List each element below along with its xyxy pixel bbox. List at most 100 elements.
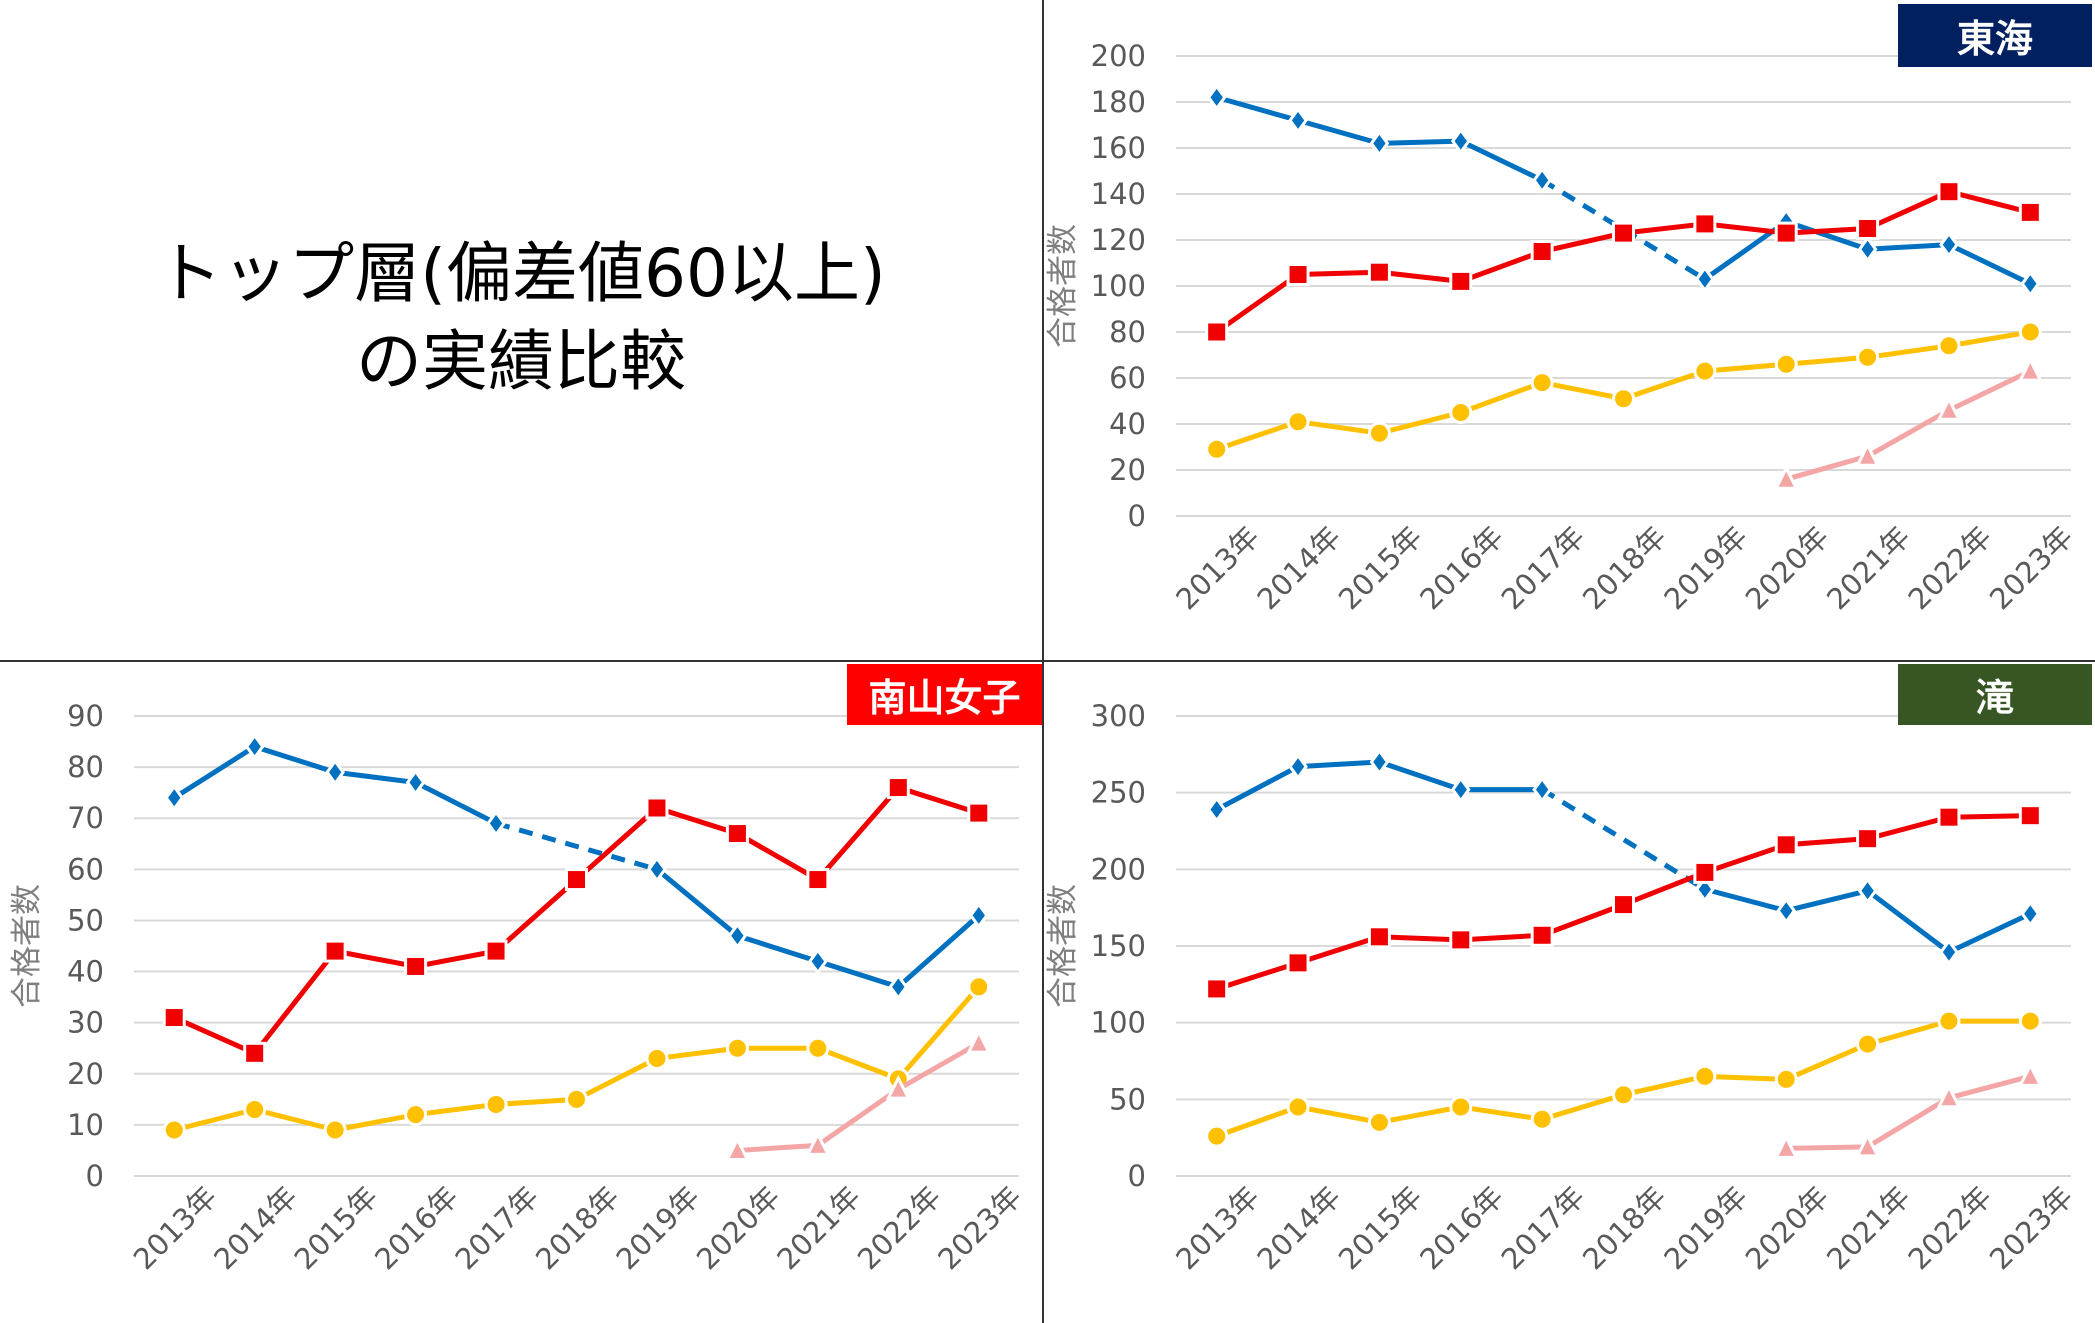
- series-diamond: [164, 733, 989, 1001]
- badge-taki: 滝: [1898, 664, 2092, 725]
- data-point-square: [484, 939, 508, 963]
- series-line-segment: [252, 1107, 338, 1133]
- data-point-square: [404, 954, 428, 978]
- y-tick-label: 50: [1109, 1082, 1146, 1116]
- x-tick-label: 2015年: [288, 1180, 385, 1277]
- series-line-segment: [1376, 410, 1464, 436]
- y-tick-label: 0: [86, 1159, 104, 1193]
- series-line-segment: [1783, 1041, 1871, 1082]
- data-point-diamond: [1532, 166, 1552, 194]
- data-point-circle: [1612, 1083, 1635, 1107]
- series-line-segment: [332, 1112, 419, 1133]
- data-point-circle: [1937, 1009, 1961, 1033]
- chart-taki: 050100150200250300合格者数2013年2014年2015年201…: [1045, 699, 2080, 1276]
- data-point-circle: [1205, 1124, 1229, 1148]
- data-point-square: [1205, 320, 1229, 344]
- data-point-square: [1612, 893, 1635, 917]
- series-line-segment: [413, 1101, 499, 1118]
- data-point-square: [886, 776, 910, 800]
- series-line-segment: [1458, 1104, 1545, 1122]
- y-tick-label: 100: [1091, 1006, 1146, 1040]
- data-point-triangle: [1855, 441, 1881, 467]
- data-point-square: [1367, 260, 1391, 284]
- series-line-segment: [1539, 380, 1626, 402]
- x-tick-label: 2016年: [1413, 520, 1510, 617]
- series-line-segment: [1295, 117, 1382, 146]
- x-tick-label: 2020年: [1739, 1180, 1836, 1277]
- series-line-segment: [1621, 368, 1708, 402]
- data-point-square: [2018, 804, 2042, 828]
- data-point-diamond: [2020, 270, 2041, 298]
- series-line-segment: [815, 785, 901, 883]
- series-line-segment: [574, 805, 660, 883]
- y-tick-label: 150: [1091, 929, 1146, 963]
- title-line-2: の実績比較: [356, 323, 686, 400]
- data-point-diamond: [1532, 776, 1552, 804]
- data-point-diamond: [1695, 265, 1715, 293]
- series-line-segment: [1783, 354, 1871, 367]
- y-tick-label: 180: [1091, 85, 1146, 119]
- series-line-segment: [332, 769, 419, 785]
- series-line-segment: [171, 744, 258, 801]
- series-line-segment: [1295, 934, 1382, 966]
- data-point-diamond: [1857, 235, 1878, 263]
- data-point-circle: [1286, 410, 1310, 434]
- series-line-segment: [1621, 221, 1708, 236]
- series-square: [1205, 180, 2042, 344]
- data-point-circle: [323, 1118, 347, 1142]
- series-triangle: [724, 1028, 992, 1161]
- data-point-circle: [1367, 1110, 1391, 1134]
- series-circle: [1205, 1009, 2042, 1148]
- x-tick-label: 2014年: [1251, 520, 1348, 617]
- x-tick-label: 2022年: [1902, 1180, 1999, 1277]
- data-point-square: [1286, 263, 1310, 286]
- slide-title: トップ層(偏差値60以上) の実績比較: [0, 230, 1042, 406]
- x-tick-label: 2013年: [127, 1180, 224, 1277]
- series-line-segment: [1295, 1104, 1382, 1125]
- y-tick-label: 60: [1109, 361, 1146, 395]
- series-line-segment: [1783, 453, 1871, 482]
- data-point-square: [1449, 928, 1473, 952]
- x-tick-label: 2021年: [1820, 520, 1917, 617]
- series-line-segment: [1865, 888, 1952, 955]
- series-line-segment: [413, 948, 499, 969]
- x-tick-label: 2019年: [1657, 1180, 1754, 1277]
- chart-tokai: 0 20 40 60 80 100 120 140 160 180 200 合格者数 2013年2014…: [1045, 39, 2080, 616]
- series-line-segment: [493, 1096, 579, 1107]
- data-point-square: [1286, 951, 1310, 975]
- data-point-square: [1693, 860, 1717, 884]
- data-point-diamond: [1450, 776, 1471, 804]
- data-point-circle: [243, 1098, 267, 1122]
- series-line-segment: [495, 820, 658, 872]
- data-point-diamond: [808, 947, 828, 975]
- series-line-segment: [1865, 1095, 1952, 1150]
- series-line-segment: [1702, 1073, 1789, 1082]
- series-line-segment: [1865, 189, 1952, 231]
- series-line-segment: [1702, 842, 1789, 875]
- data-point-square: [1205, 977, 1229, 1001]
- x-tick-label: 2014年: [1251, 1180, 1348, 1277]
- series-line-segment: [1214, 94, 1301, 123]
- series-line-segment: [1865, 1018, 1952, 1047]
- data-point-circle: [1693, 359, 1717, 383]
- series-line-segment: [1946, 1073, 2033, 1101]
- y-axis-title: 合格者数: [1045, 884, 1081, 1008]
- data-point-circle: [1530, 371, 1554, 395]
- x-tick-label: 2015年: [1332, 520, 1429, 617]
- x-tick-label: 2021年: [1820, 1180, 1917, 1277]
- series-line-segment: [252, 744, 338, 775]
- data-point-circle: [2018, 320, 2042, 344]
- data-point-square: [1612, 221, 1635, 245]
- data-point-circle: [1937, 334, 1961, 358]
- data-point-diamond: [647, 855, 667, 883]
- data-point-circle: [484, 1092, 508, 1116]
- series-triangle: [1773, 356, 2043, 490]
- data-point-diamond: [1369, 748, 1390, 776]
- series-line-segment: [1540, 787, 1707, 892]
- series-line-segment: [1783, 219, 1871, 252]
- data-point-circle: [565, 1087, 588, 1111]
- y-tick-label: 20: [1109, 453, 1146, 487]
- data-point-square: [1530, 240, 1554, 263]
- data-point-triangle: [966, 1028, 992, 1054]
- series-line-segment: [171, 1107, 258, 1133]
